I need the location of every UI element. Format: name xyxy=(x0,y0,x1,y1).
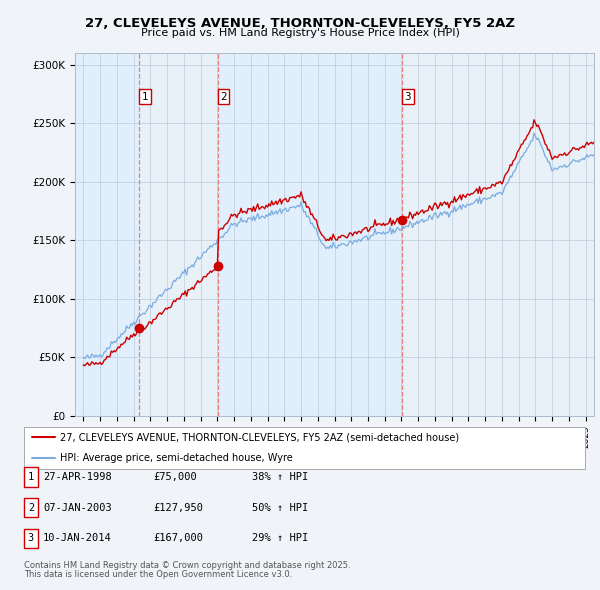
Text: 3: 3 xyxy=(404,91,411,101)
Text: 29% ↑ HPI: 29% ↑ HPI xyxy=(252,533,308,543)
Text: 50% ↑ HPI: 50% ↑ HPI xyxy=(252,503,308,513)
Text: 38% ↑ HPI: 38% ↑ HPI xyxy=(252,472,308,482)
Text: £167,000: £167,000 xyxy=(153,533,203,543)
Text: This data is licensed under the Open Government Licence v3.0.: This data is licensed under the Open Gov… xyxy=(24,571,292,579)
Text: 2: 2 xyxy=(28,503,34,513)
Text: 27-APR-1998: 27-APR-1998 xyxy=(43,472,112,482)
Text: 2: 2 xyxy=(220,91,227,101)
Text: 1: 1 xyxy=(142,91,148,101)
Text: Contains HM Land Registry data © Crown copyright and database right 2025.: Contains HM Land Registry data © Crown c… xyxy=(24,561,350,570)
Bar xyxy=(218,53,402,416)
Text: HPI: Average price, semi-detached house, Wyre: HPI: Average price, semi-detached house,… xyxy=(61,454,293,463)
Text: 10-JAN-2014: 10-JAN-2014 xyxy=(43,533,112,543)
Text: 27, CLEVELEYS AVENUE, THORNTON-CLEVELEYS, FY5 2AZ: 27, CLEVELEYS AVENUE, THORNTON-CLEVELEYS… xyxy=(85,17,515,30)
Text: 27, CLEVELEYS AVENUE, THORNTON-CLEVELEYS, FY5 2AZ (semi-detached house): 27, CLEVELEYS AVENUE, THORNTON-CLEVELEYS… xyxy=(61,432,460,442)
Text: 1: 1 xyxy=(28,472,34,482)
Text: 07-JAN-2003: 07-JAN-2003 xyxy=(43,503,112,513)
Text: 3: 3 xyxy=(28,533,34,543)
Text: £127,950: £127,950 xyxy=(153,503,203,513)
Text: £75,000: £75,000 xyxy=(153,472,197,482)
Bar xyxy=(75,53,139,416)
Text: Price paid vs. HM Land Registry's House Price Index (HPI): Price paid vs. HM Land Registry's House … xyxy=(140,28,460,38)
